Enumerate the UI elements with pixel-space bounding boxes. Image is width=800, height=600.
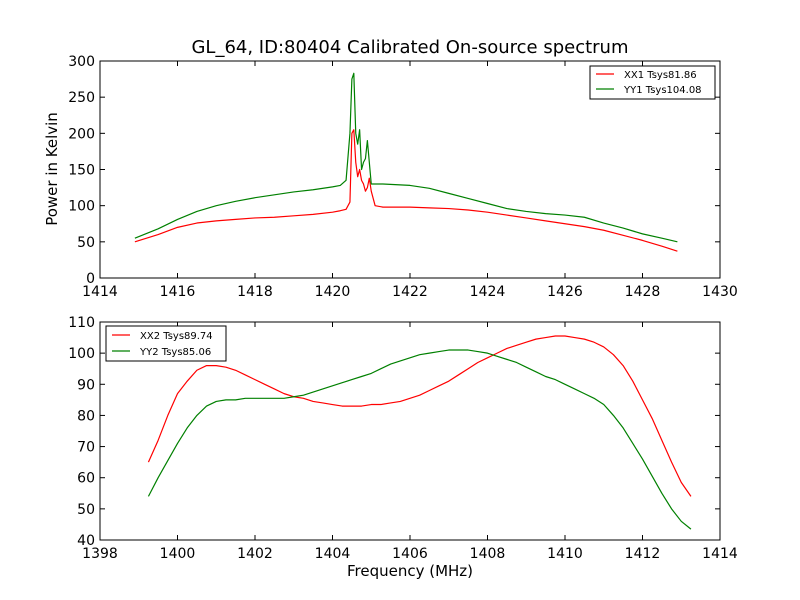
x-tick-label: 1404 xyxy=(315,546,351,562)
legend-label-yy1: YY1 Tsys104.08 xyxy=(623,85,702,96)
legend-box xyxy=(589,65,716,100)
legend-box xyxy=(105,325,227,362)
y-tick-label: 50 xyxy=(77,235,95,251)
legend-label-yy2: YY2 Tsys85.06 xyxy=(139,347,211,358)
series-line-xx1 xyxy=(134,129,678,252)
x-tick-label: 1430 xyxy=(702,284,738,300)
y-tick-label: 300 xyxy=(68,54,95,70)
legend: XX2 Tsys89.74 YY2 Tsys85.06 xyxy=(105,325,227,362)
series-line-yy1 xyxy=(134,72,678,243)
x-tick-label: 1424 xyxy=(470,284,506,300)
series-line-xx2 xyxy=(147,335,692,497)
x-tick-label: 1402 xyxy=(237,546,273,562)
x-tick-label: 1412 xyxy=(625,546,661,562)
x-tick-label: 1418 xyxy=(237,284,273,300)
series-line-yy2 xyxy=(147,349,692,530)
x-tick-label: 1428 xyxy=(625,284,661,300)
y-tick-label: 60 xyxy=(77,471,95,487)
bottom-spectrum-plot: 1398 1400 1402 1404 1406 1408 1410 1412 1414 40 50… xyxy=(68,315,738,580)
x-tick-label: 1400 xyxy=(160,546,196,562)
y-tick-label: 0 xyxy=(86,271,95,287)
x-tick-label: 1414 xyxy=(702,546,738,562)
x-tick-label: 1420 xyxy=(315,284,351,300)
axis-ticks: 1414 1416 1418 1420 1422 1424 1426 1428 1430 0 50 1… xyxy=(68,54,738,300)
y-tick-label: 80 xyxy=(77,408,95,424)
x-tick-label: 1408 xyxy=(470,546,506,562)
y-tick-label: 100 xyxy=(68,346,95,362)
y-tick-label: 70 xyxy=(77,440,95,456)
y-tick-label: 40 xyxy=(77,533,95,549)
axis-ticks: 1398 1400 1402 1404 1406 1408 1410 1412 1414 40 50… xyxy=(68,315,738,562)
y-tick-label: 50 xyxy=(77,502,95,518)
y-tick-label: 250 xyxy=(68,90,95,106)
y-tick-label: 200 xyxy=(68,126,95,142)
legend: XX1 Tsys81.86 YY1 Tsys104.08 xyxy=(589,65,716,100)
x-tick-label: 1416 xyxy=(160,284,196,300)
legend-label-xx1: XX1 Tsys81.86 xyxy=(624,70,697,81)
y-tick-label: 90 xyxy=(77,377,95,393)
series-group xyxy=(147,335,692,530)
y-tick-label: 100 xyxy=(68,199,95,215)
x-tick-label: 1410 xyxy=(547,546,583,562)
top-spectrum-plot: GL_64, ID:80404 Calibrated On-source spe… xyxy=(43,37,738,300)
x-axis-label: Frequency (MHz) xyxy=(347,562,473,580)
series-group xyxy=(134,72,678,252)
legend-label-xx2: XX2 Tsys89.74 xyxy=(140,331,213,342)
x-tick-label: 1414 xyxy=(82,284,118,300)
y-tick-label: 110 xyxy=(68,315,95,331)
x-tick-label: 1422 xyxy=(392,284,428,300)
x-tick-label: 1426 xyxy=(547,284,583,300)
y-axis-label: Power in Kelvin xyxy=(43,112,61,226)
x-tick-label: 1406 xyxy=(392,546,428,562)
chart-title: GL_64, ID:80404 Calibrated On-source spe… xyxy=(191,37,628,58)
x-tick-label: 1398 xyxy=(82,546,118,562)
y-tick-label: 150 xyxy=(68,163,95,179)
